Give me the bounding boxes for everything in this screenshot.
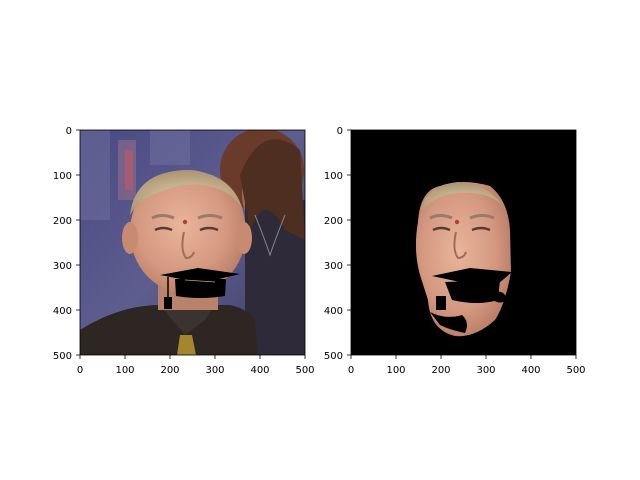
left-x-axis: 0 100 200 300 400 500 — [77, 355, 315, 376]
left-x-tick-label: 200 — [160, 365, 179, 376]
right-y-tick-label: 400 — [324, 306, 343, 317]
left-x-tick-label: 0 — [77, 365, 83, 376]
right-y-tick-label: 500 — [324, 351, 343, 362]
right-x-tick-label: 100 — [386, 365, 405, 376]
left-y-axis: 0 100 200 300 400 500 — [53, 126, 80, 362]
right-x-tick-label: 300 — [476, 365, 495, 376]
right-x-tick-label: 0 — [348, 365, 354, 376]
right-x-tick-label: 200 — [431, 365, 450, 376]
right-x-tick-label: 500 — [566, 365, 585, 376]
left-y-tick-label: 300 — [53, 261, 72, 272]
right-x-tick-label: 400 — [521, 365, 540, 376]
original-photo-panel — [79, 129, 306, 356]
right-y-tick-label: 100 — [324, 171, 343, 182]
left-y-tick-label: 0 — [66, 126, 72, 137]
left-y-tick-label: 200 — [53, 216, 72, 227]
right-y-tick-label: 0 — [337, 126, 343, 137]
right-y-tick-label: 200 — [324, 216, 343, 227]
left-x-tick-label: 400 — [250, 365, 269, 376]
left-x-tick-label: 500 — [295, 365, 314, 376]
left-y-tick-label: 400 — [53, 306, 72, 317]
right-y-axis: 0 100 200 300 400 500 — [324, 126, 351, 362]
left-y-tick-label: 100 — [53, 171, 72, 182]
masked-face-image — [351, 130, 576, 355]
removed-cap-region — [430, 268, 512, 333]
original-photo-frame — [79, 129, 306, 356]
left-y-tick-label: 500 — [53, 351, 72, 362]
right-x-axis: 0 100 200 300 400 500 — [348, 355, 586, 376]
left-x-tick-label: 100 — [115, 365, 134, 376]
left-x-tick-label: 300 — [205, 365, 224, 376]
graduation-cap-overlay — [160, 268, 240, 309]
original-photo — [80, 130, 305, 355]
masked-face-frame — [350, 129, 577, 356]
right-y-tick-label: 300 — [324, 261, 343, 272]
masked-face-panel — [350, 129, 577, 356]
